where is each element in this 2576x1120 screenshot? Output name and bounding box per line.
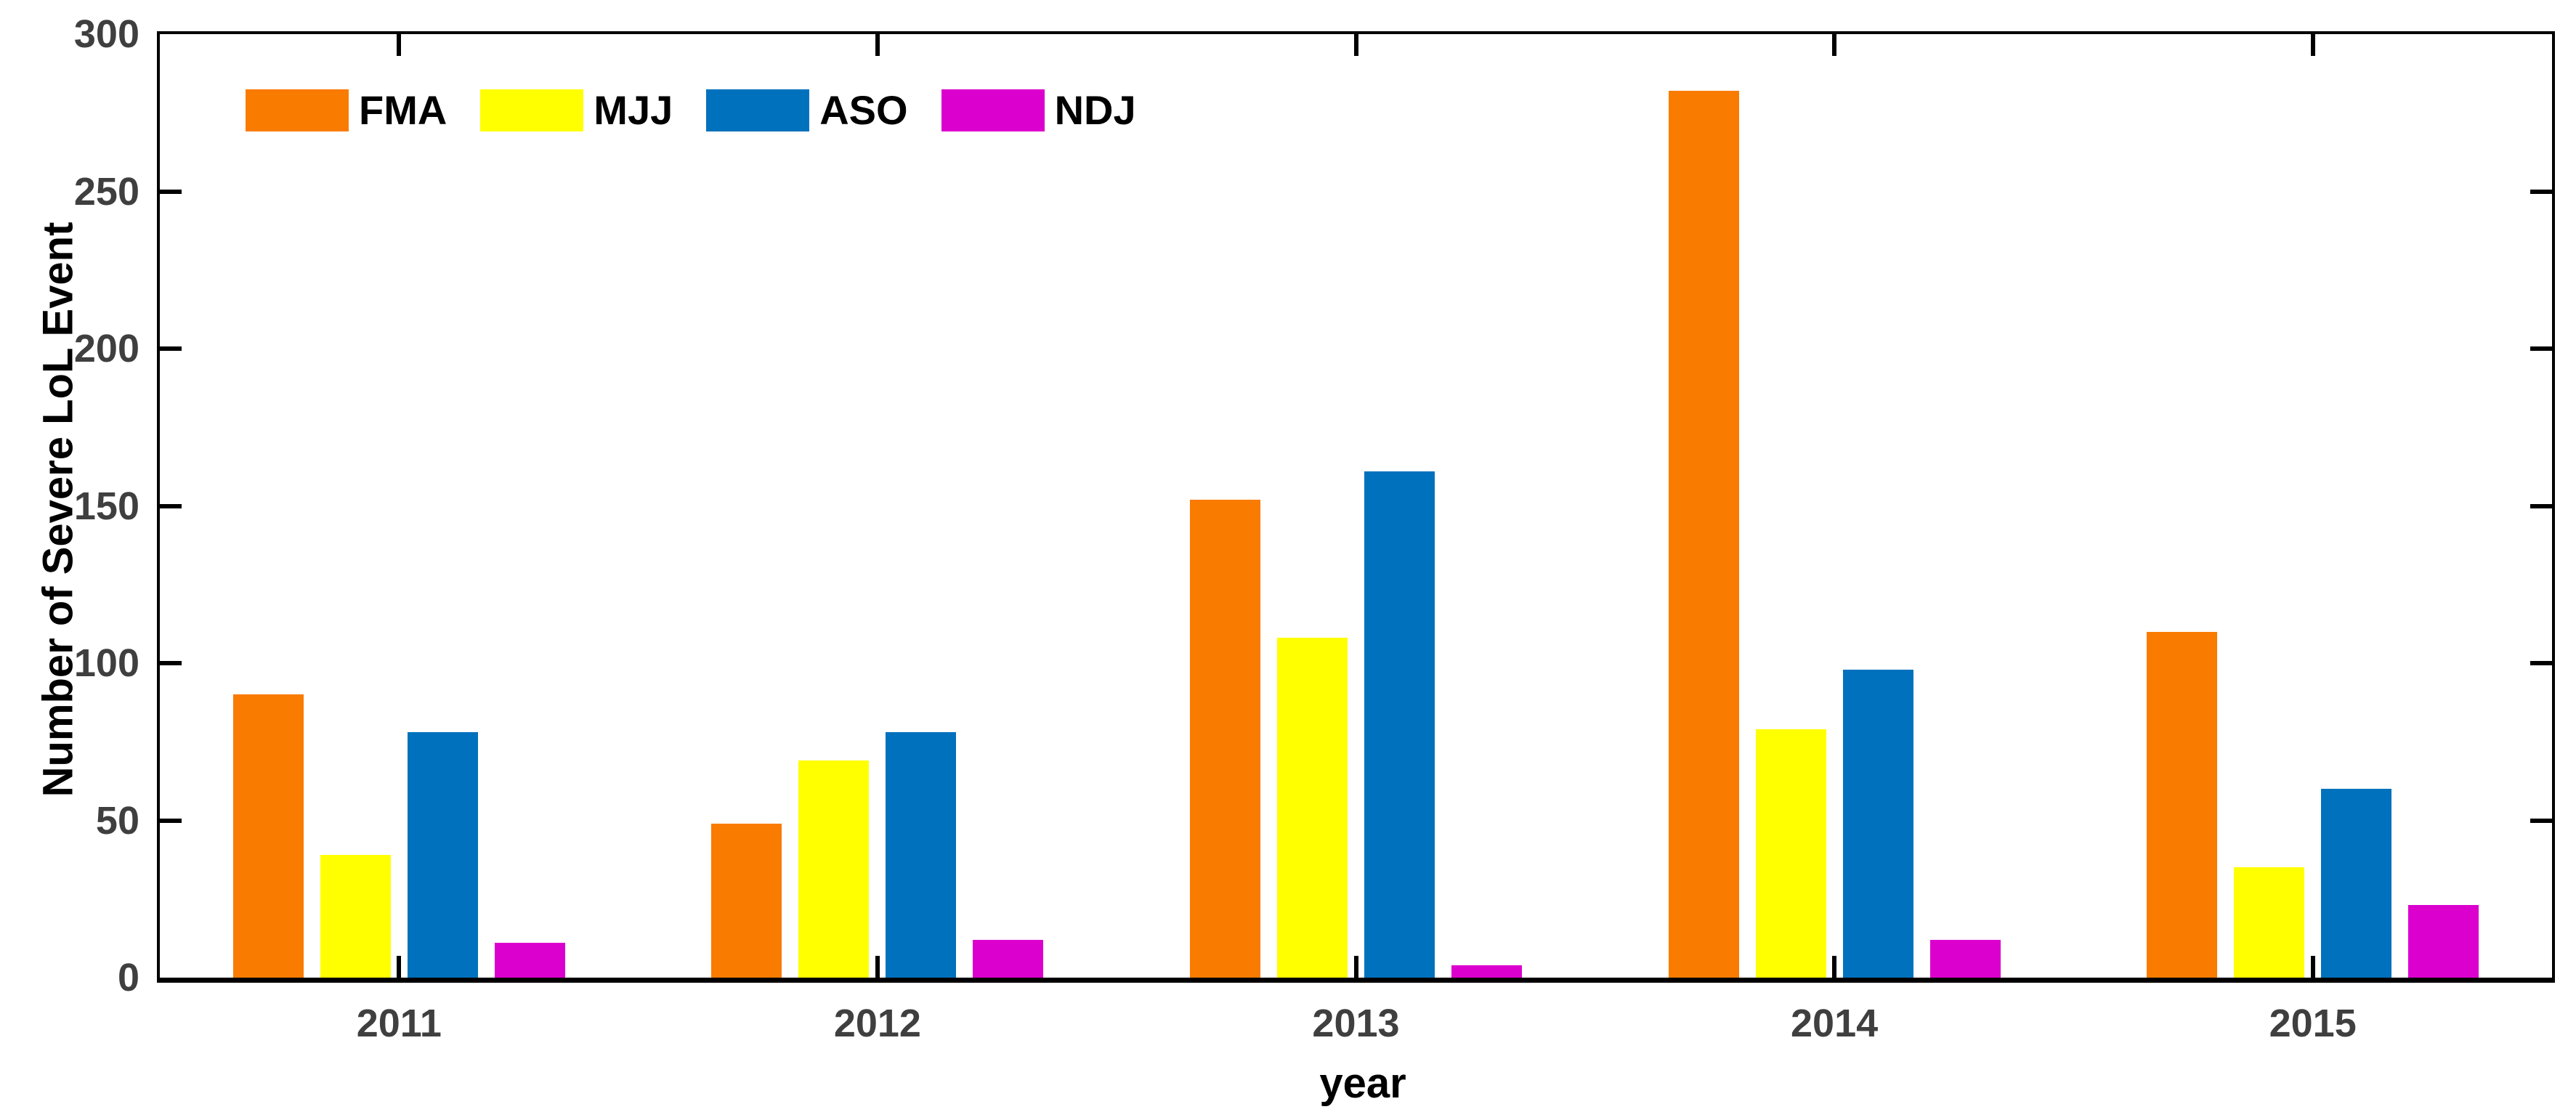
legend-item-MJJ: MJJ: [480, 89, 673, 131]
x-tick-mark: [1353, 956, 1358, 978]
y-tick-label: 200: [73, 327, 139, 370]
bar-FMA-2014: [1668, 90, 1739, 978]
x-tick-label: 2012: [833, 1002, 921, 1045]
bar-FMA-2015: [2147, 631, 2218, 978]
x-axis-label: year: [1319, 1060, 1406, 1107]
y-tick-label: 50: [95, 798, 139, 843]
y-tick-label: 250: [73, 169, 139, 214]
x-tick-mark: [2310, 956, 2315, 978]
bar-ASO-2015: [2321, 789, 2392, 978]
y-tick-mark: [2530, 189, 2552, 194]
x-tick-mark: [875, 956, 880, 978]
y-tick-label: 300: [73, 12, 139, 56]
y-tick-mark: [2530, 661, 2552, 665]
bar-FMA-2012: [711, 823, 782, 978]
bar-NDJ-2013: [1451, 965, 1522, 978]
x-tick-mark: [1832, 34, 1837, 56]
legend-swatch-ASO: [706, 89, 810, 131]
bar-MJJ-2011: [320, 855, 391, 978]
bar-MJJ-2012: [798, 760, 870, 978]
legend-swatch-NDJ: [941, 89, 1045, 131]
y-tick-mark: [160, 503, 182, 508]
x-tick-label: 2015: [2269, 1002, 2357, 1045]
legend-item-FMA: FMA: [246, 89, 447, 131]
y-tick-label: 100: [73, 641, 139, 685]
bar-NDJ-2015: [2408, 905, 2479, 978]
bar-FMA-2013: [1190, 499, 1260, 978]
bar-ASO-2012: [886, 732, 957, 978]
y-axis-label: Number of Severe LoL Event: [34, 222, 82, 798]
bar-ASO-2011: [407, 732, 478, 978]
legend-swatch-MJJ: [480, 89, 584, 131]
x-tick-mark: [2310, 34, 2315, 56]
y-tick-mark: [2530, 346, 2552, 351]
legend-item-ASO: ASO: [706, 87, 908, 133]
bar-FMA-2011: [232, 694, 304, 978]
bar-ASO-2014: [1842, 669, 1913, 978]
y-tick-mark: [160, 346, 182, 351]
x-tick-mark: [1353, 34, 1358, 56]
bar-ASO-2013: [1364, 471, 1435, 978]
x-tick-mark: [397, 956, 402, 978]
plot-area: FMA MJJ ASO NDJ: [157, 31, 2555, 983]
bar-MJJ-2014: [1755, 729, 1826, 978]
x-tick-mark: [397, 34, 402, 56]
y-tick-mark: [2530, 818, 2552, 823]
y-tick-mark: [160, 189, 182, 194]
bar-MJJ-2015: [2234, 867, 2305, 978]
bar-NDJ-2011: [494, 943, 565, 978]
x-tick-mark: [1832, 956, 1837, 978]
x-tick-label: 2013: [1312, 1002, 1400, 1045]
legend-swatch-FMA: [246, 89, 349, 131]
x-tick-label: 2011: [356, 1002, 442, 1045]
y-tick-mark: [160, 818, 182, 823]
legend-label-ASO: ASO: [819, 87, 908, 133]
bar-NDJ-2014: [1929, 940, 2001, 978]
bar-MJJ-2013: [1277, 638, 1348, 978]
legend-label-FMA: FMA: [359, 87, 447, 133]
legend-label-MJJ: MJJ: [594, 87, 673, 133]
legend-label-NDJ: NDJ: [1054, 87, 1136, 133]
bar-NDJ-2012: [973, 940, 1044, 978]
y-tick-label: 0: [117, 956, 139, 999]
legend-item-NDJ: NDJ: [941, 89, 1136, 131]
x-tick-label: 2014: [1791, 1002, 1879, 1045]
y-tick-mark: [2530, 503, 2552, 508]
y-tick-label: 150: [73, 484, 139, 528]
legend: FMA MJJ ASO NDJ: [246, 89, 1136, 131]
x-tick-mark: [875, 34, 880, 56]
y-tick-mark: [160, 661, 182, 665]
